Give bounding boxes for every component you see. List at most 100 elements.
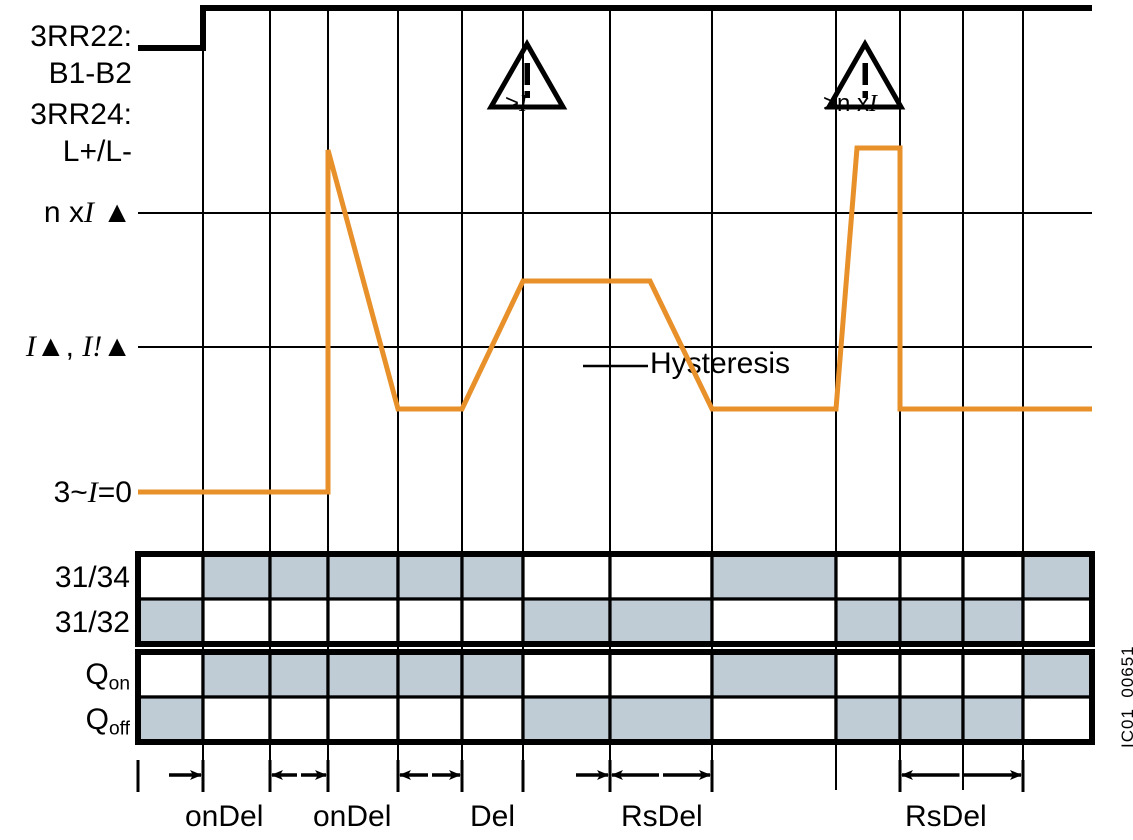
timing-span-rsdel-2 [608,760,714,792]
table-cell [460,695,525,744]
table-cell [608,695,714,744]
table-cell [834,552,902,601]
table-cell [136,552,205,601]
q-on-sub: on [108,673,130,695]
zero-italic-i: I [87,476,98,509]
i-comma: , [65,330,74,363]
timing-arrows [136,760,1025,792]
table-cell [834,695,902,744]
waveform-supply-voltage [138,5,1092,51]
table-cell [268,650,330,699]
q-on-base: Q [85,658,109,691]
table-cell [710,552,838,601]
table-cell [834,650,902,699]
table-cell [710,695,838,744]
state-tables [135,551,1095,745]
axis-label-b1-b2: B1-B2 [48,57,132,90]
table-cell [608,650,714,699]
relay-state-block [135,551,1095,647]
nxi-marker: ▲ [102,196,132,229]
hysteresis-label: Hysteresis [650,347,791,380]
timing-label-ondel-1: onDel [185,800,264,833]
table-cell [898,650,965,699]
table-cell [1021,650,1094,699]
table-cell [326,597,400,646]
warning-triangle-overcurrent-multiple [824,38,906,110]
table-cell [201,597,272,646]
table-cell [136,650,205,699]
table-cell [268,695,330,744]
table-cell [834,597,902,646]
table-cell [961,597,1025,646]
row-label-q-on: Qon [0,658,130,695]
table-cell [396,650,464,699]
i-italic-2: I [82,330,93,363]
row-label-31-34: 31/34 [54,561,130,594]
zero-prefix: 3~ [53,476,88,509]
table-cell [1021,552,1094,601]
row-label-31-32: 31/32 [54,606,130,639]
timing-span-del-1 [396,760,464,792]
nxi-italic-i: I [83,196,94,229]
table-cell [1021,695,1094,744]
table-cell [201,650,272,699]
timing-label-ondel-2: onDel [313,800,392,833]
warning-triangle-overcurrent [486,38,568,110]
q-off-base: Q [85,703,109,736]
table-cell [396,597,464,646]
timing-label-del: Del [470,800,516,833]
timing-label-rsdel-2: RsDel [905,800,987,833]
table-cell [521,695,612,744]
table-cell [201,695,272,744]
table-cell [521,597,612,646]
table-cell [608,552,714,601]
axis-label-3rr24: 3RR24: [30,98,132,131]
waveform-measured-current [138,145,1092,495]
table-cell [521,552,612,601]
table-cell [201,552,272,601]
table-cell [898,597,965,646]
table-cell [396,695,464,744]
table-cell [710,650,838,699]
timing-span-ondel-2 [268,760,330,792]
table-cell [710,597,838,646]
threshold-gridlines [138,212,1092,348]
table-cell [1021,597,1094,646]
table-cell [326,695,400,744]
timing-span-ondel-1 [136,760,205,792]
table-cell [898,552,965,601]
table-cell [396,552,464,601]
table-cell [136,695,205,744]
axis-label-threshold-i: I▲, I!▲ [0,330,132,364]
table-cell [326,552,400,601]
axis-label-3rr22: 3RR22: [30,20,132,53]
i-marker-1: ▲ [35,330,66,363]
q-off-sub: off [109,718,130,740]
signal-waveforms [138,5,1092,495]
table-cell [898,695,965,744]
i-bang: ! [92,330,103,363]
axis-label-zero-current: 3~I=0 [0,476,132,510]
table-cell [136,597,205,646]
table-cell [326,650,400,699]
warn1-prefix: > [505,90,520,117]
nxi-prefix: n x [43,196,84,229]
timing-span-rsdel-1 [521,760,612,792]
timing-span-rsdel-3 [898,760,1025,792]
timing-label-rsdel-1: RsDel [621,800,703,833]
table-cell [961,552,1025,601]
zero-suffix: =0 [97,476,132,509]
table-cell [608,597,714,646]
warn2-italic-i: I [869,91,878,117]
axis-label-l-plus-minus: L+/L- [62,135,132,168]
table-cell [961,695,1025,744]
table-cell [460,552,525,601]
output-state-block [135,649,1095,745]
table-cell [521,650,612,699]
table-cell [460,650,525,699]
table-cell [268,552,330,601]
table-cell [460,597,525,646]
i-italic-1: I [25,330,36,363]
